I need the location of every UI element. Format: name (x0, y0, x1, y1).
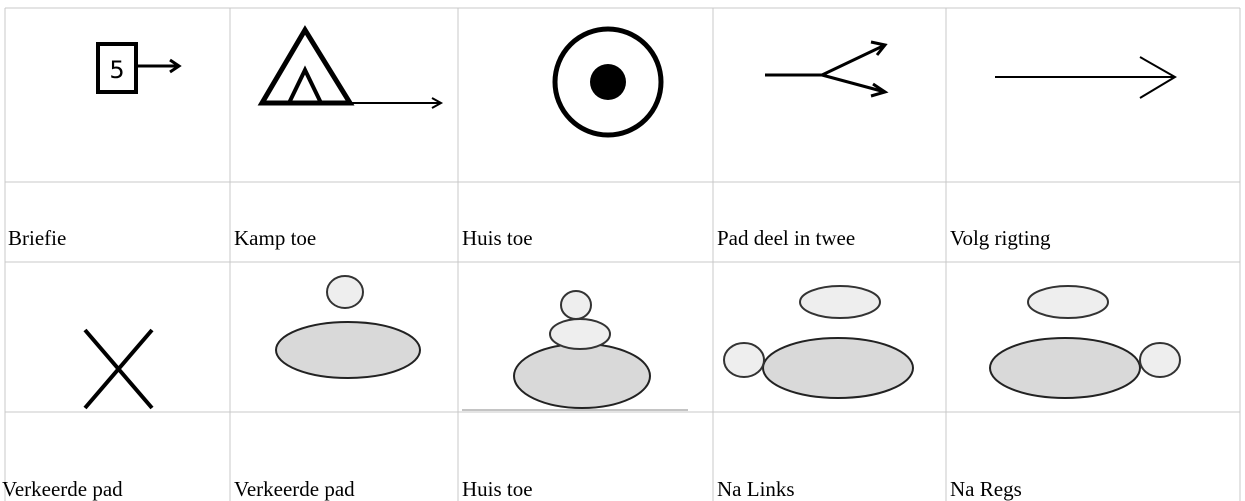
cell-label: Verkeerde pad (2, 477, 123, 501)
cell-label: Volg rigting (950, 226, 1051, 250)
cell-label: Pad deel in twee (717, 226, 855, 250)
cell-label: Briefie (8, 226, 66, 250)
icon-rocks-1 (275, 275, 421, 379)
cell-label: Huis toe (462, 226, 533, 250)
cell-label: Kamp toe (234, 226, 316, 250)
cell-label: Huis toe (462, 477, 533, 501)
cell-label: Verkeerde pad (234, 477, 355, 501)
icon-follow (995, 56, 1177, 99)
icon-rocks-2 (462, 290, 688, 411)
icon-camp (257, 25, 444, 109)
icon-split (765, 40, 889, 98)
icon-rocks-right (989, 285, 1181, 399)
svg-text:5: 5 (109, 56, 124, 84)
icon-home (552, 26, 664, 138)
icon-letter: 5 (96, 42, 182, 94)
table-grid (4, 7, 1241, 501)
cell-label: Na Regs (950, 477, 1022, 501)
icon-wrong-way (83, 328, 154, 410)
icon-rocks-left (723, 285, 914, 399)
cell-label: Na Links (717, 477, 795, 501)
